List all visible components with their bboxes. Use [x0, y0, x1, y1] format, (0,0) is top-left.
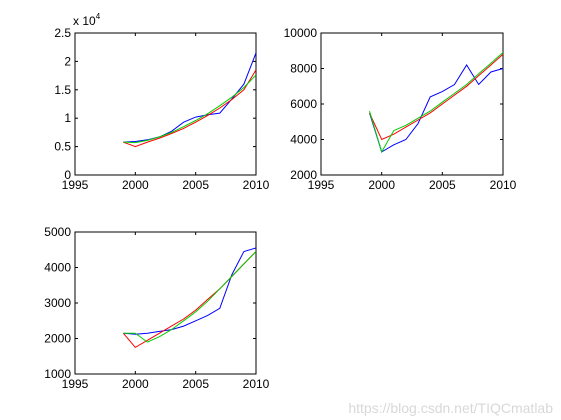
series-line-3	[123, 251, 257, 343]
x-tick-label: 2010	[243, 178, 270, 192]
series-line-3	[369, 52, 504, 154]
series-line-3	[123, 74, 257, 144]
y-tick-label: 3000	[44, 296, 71, 310]
subplot-1: 1995 2000 2005 2010 0 0.5 1 1.5 2 2.5x 104	[54, 12, 269, 192]
y-exponent-base: x 10	[73, 14, 96, 28]
y-tick-label: 1000	[44, 367, 71, 381]
series-line-2	[123, 69, 257, 148]
y-tick-label: 2000	[44, 332, 71, 346]
subplot-3: 1995 2000 2005 2010 1000 2000 3000 4000 5000	[44, 225, 269, 391]
x-tick-label: 2005	[182, 178, 209, 192]
x-tick-label: 2000	[122, 377, 149, 391]
x-tick-label: 2010	[243, 377, 270, 391]
x-tick-label: 2005	[429, 178, 456, 192]
y-tick-label: 8000	[290, 62, 317, 76]
x-tick-label: 2005	[182, 377, 209, 391]
y-tick-label: 1.5	[54, 83, 71, 97]
x-tick-label: 2000	[122, 178, 149, 192]
axes-box	[320, 32, 504, 176]
x-tick-label: 1995	[62, 178, 89, 192]
y-tick-label: 1	[64, 111, 71, 125]
series-line-1	[123, 52, 257, 143]
y-tick-label: 10000	[284, 26, 318, 40]
watermark-text: https://blog.csdn.net/TIQCmatlab	[348, 400, 553, 416]
x-tick-label: 2000	[368, 178, 395, 192]
y-tick-label: 2	[64, 54, 71, 68]
y-exponent-power: 4	[96, 12, 101, 21]
y-tick-label: 0	[64, 168, 71, 182]
y-tick-label: 4000	[44, 261, 71, 275]
y-tick-label: 5000	[44, 225, 71, 239]
series-line-1	[123, 247, 257, 335]
y-exponent-label: x 104	[73, 12, 101, 28]
x-tick-label: 2010	[490, 178, 517, 192]
y-tick-label: 2000	[290, 168, 317, 182]
y-tick-label: 4000	[290, 133, 317, 147]
y-tick-label: 0.5	[54, 140, 71, 154]
series-line-1	[369, 64, 504, 153]
y-tick-label: 6000	[290, 97, 317, 111]
axes-box	[74, 32, 257, 176]
x-tick-label: 1995	[308, 178, 335, 192]
axes-box	[74, 231, 257, 375]
y-tick-label: 2.5	[54, 26, 71, 40]
x-tick-label: 1995	[62, 377, 89, 391]
